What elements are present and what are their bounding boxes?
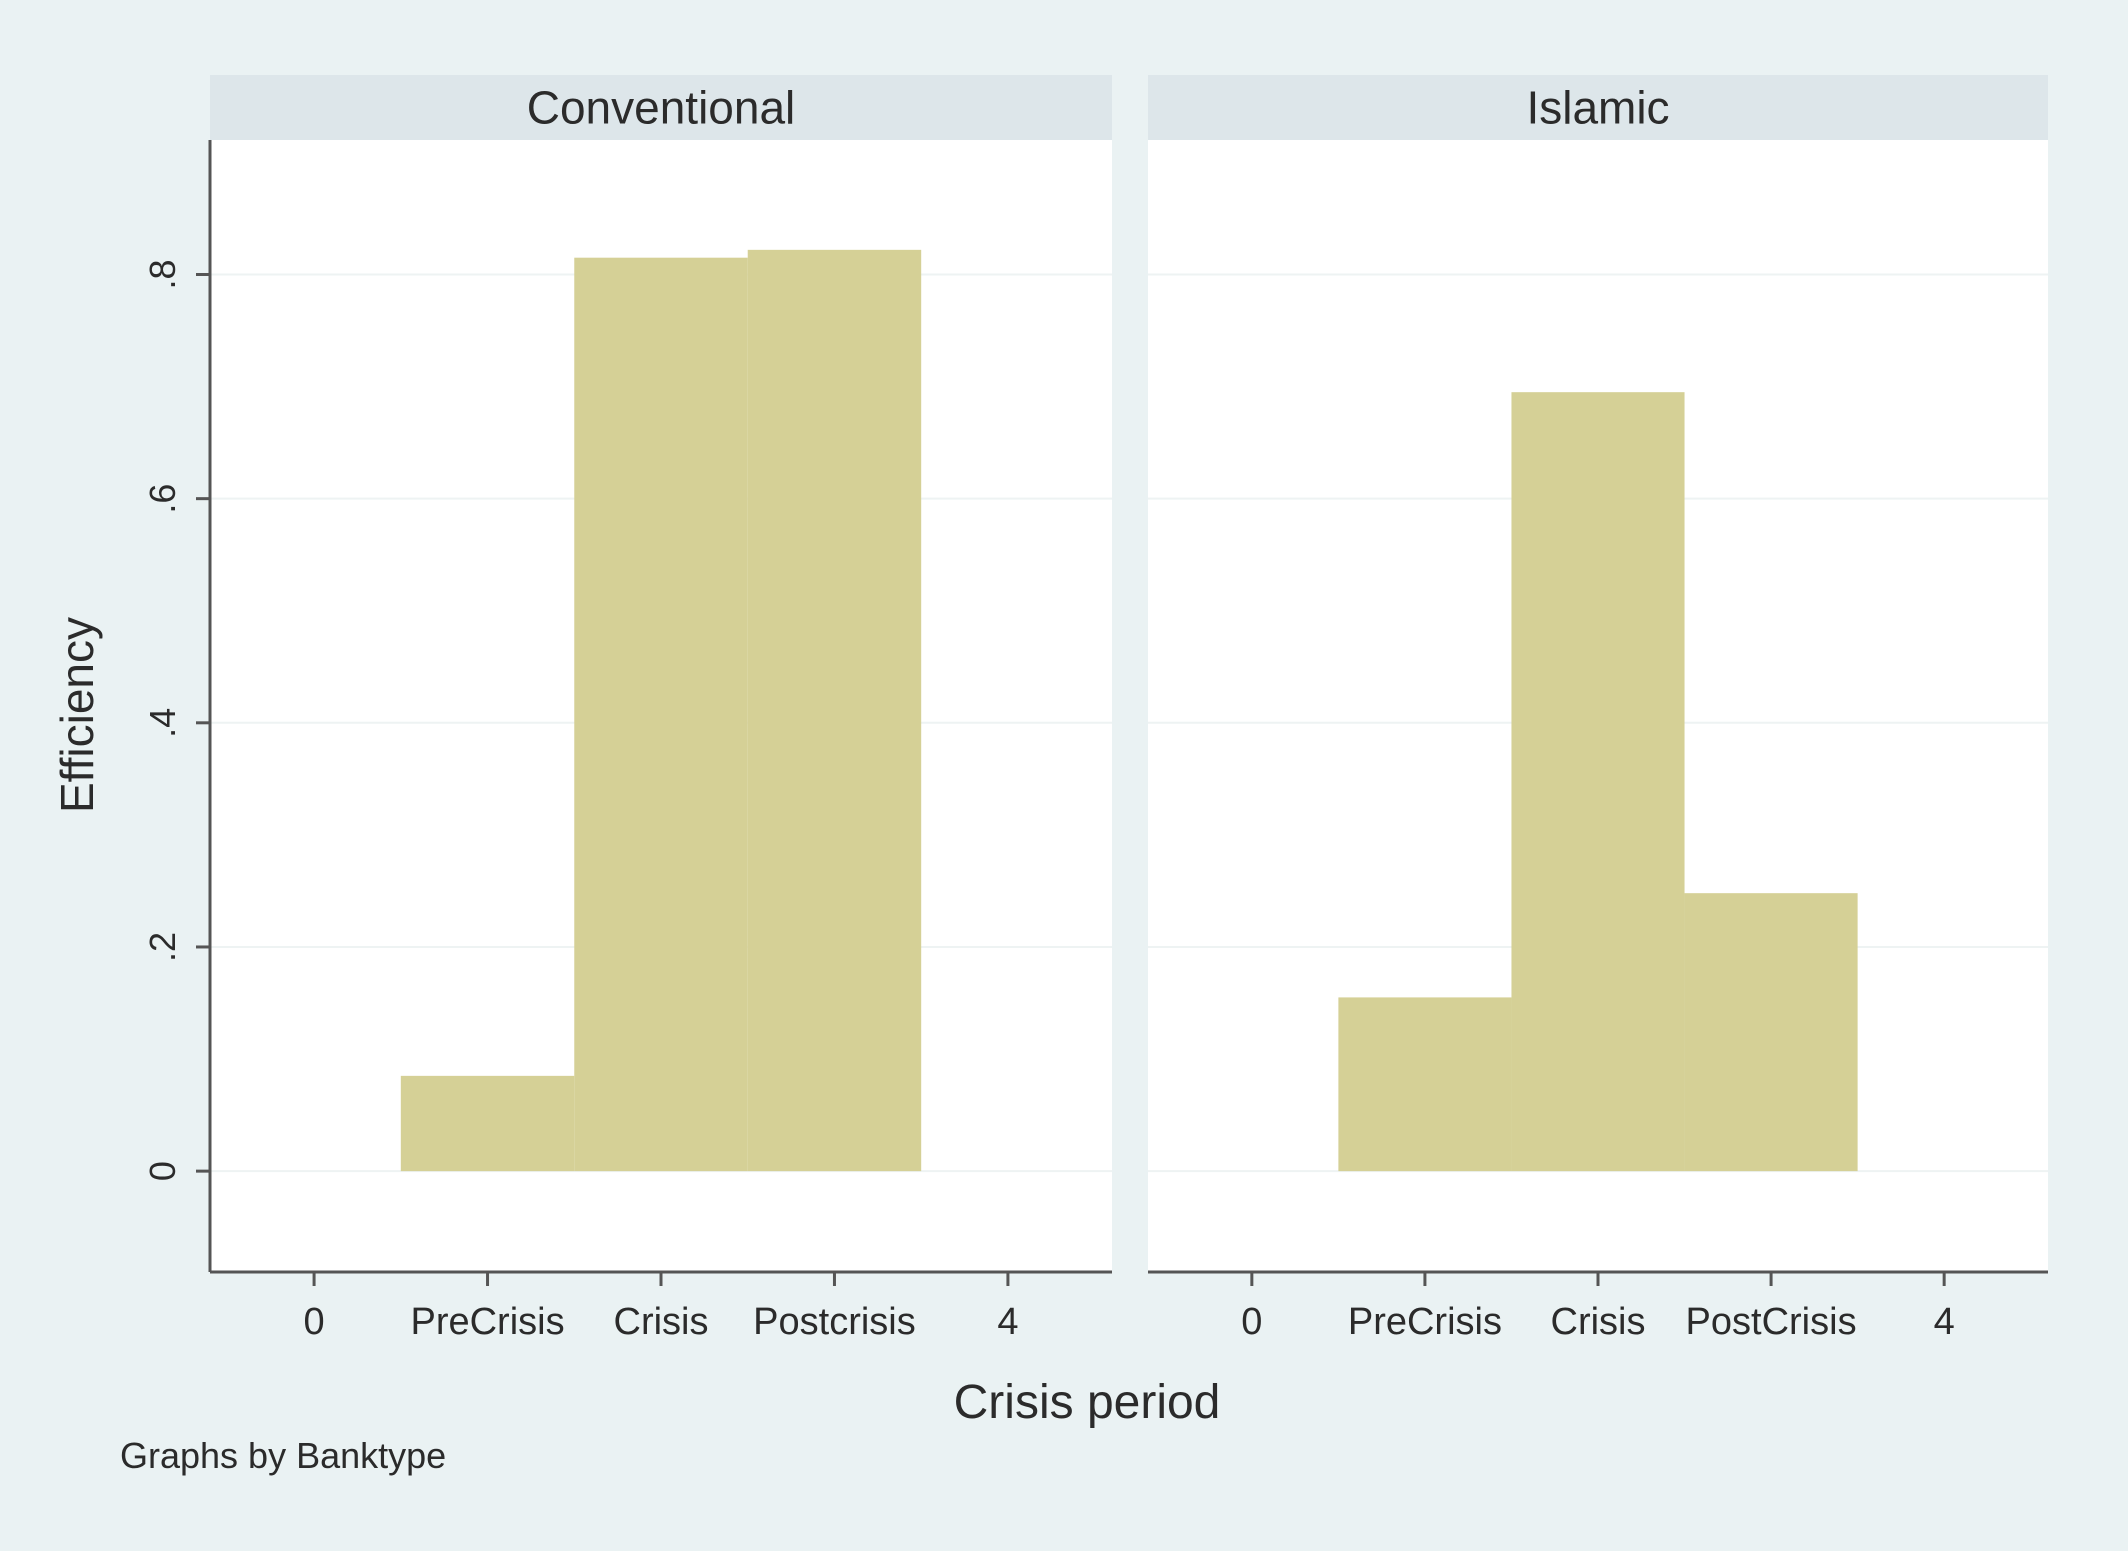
y-tick-label: .2 bbox=[142, 932, 183, 962]
panel-strip bbox=[210, 75, 1112, 140]
x-axis-label: Crisis period bbox=[954, 1376, 1221, 1429]
x-tick-label: PreCrisis bbox=[1348, 1301, 1502, 1343]
y-tick-label: .8 bbox=[142, 259, 183, 289]
y-axis-label: Efficiency bbox=[51, 617, 103, 813]
x-tick-label: 0 bbox=[1241, 1301, 1262, 1343]
panel-title: Islamic bbox=[1526, 82, 1669, 134]
x-tick-label: Postcrisis bbox=[753, 1301, 916, 1343]
bar-postcrisis bbox=[1684, 893, 1858, 1172]
panels-layer: Conventional 0 .2 .4 .6 .8 0 PreCrisis Crisis Pos… bbox=[142, 75, 2048, 1343]
panel-strip bbox=[1148, 75, 2048, 140]
bar-crisis bbox=[1511, 392, 1685, 1172]
bar-postcrisis bbox=[747, 249, 922, 1172]
bar-crisis bbox=[574, 257, 748, 1172]
bar-precrisis bbox=[400, 1075, 575, 1172]
bar-precrisis bbox=[1338, 997, 1512, 1172]
x-tick-label: Crisis bbox=[1551, 1301, 1646, 1343]
y-tick-label: 0 bbox=[142, 1161, 183, 1181]
x-tick-label: Crisis bbox=[614, 1301, 709, 1343]
panel-conventional: Conventional 0 .2 .4 .6 .8 0 PreCrisis Crisis Pos… bbox=[142, 75, 1112, 1343]
panel-islamic: Islamic 0 PreCrisis Crisis PostCrisis 4 bbox=[1148, 75, 2048, 1343]
y-tick-label: .4 bbox=[142, 708, 183, 738]
y-tick-label: .6 bbox=[142, 484, 183, 514]
x-tick-label: 4 bbox=[997, 1301, 1018, 1343]
panel-title: Conventional bbox=[527, 82, 796, 134]
x-tick-label: 4 bbox=[1934, 1301, 1955, 1343]
x-tick-label: PreCrisis bbox=[410, 1301, 564, 1343]
x-tick-label: 0 bbox=[304, 1301, 325, 1343]
graph-note: Graphs by Banktype bbox=[120, 1435, 446, 1476]
x-tick-label: PostCrisis bbox=[1686, 1301, 1857, 1343]
